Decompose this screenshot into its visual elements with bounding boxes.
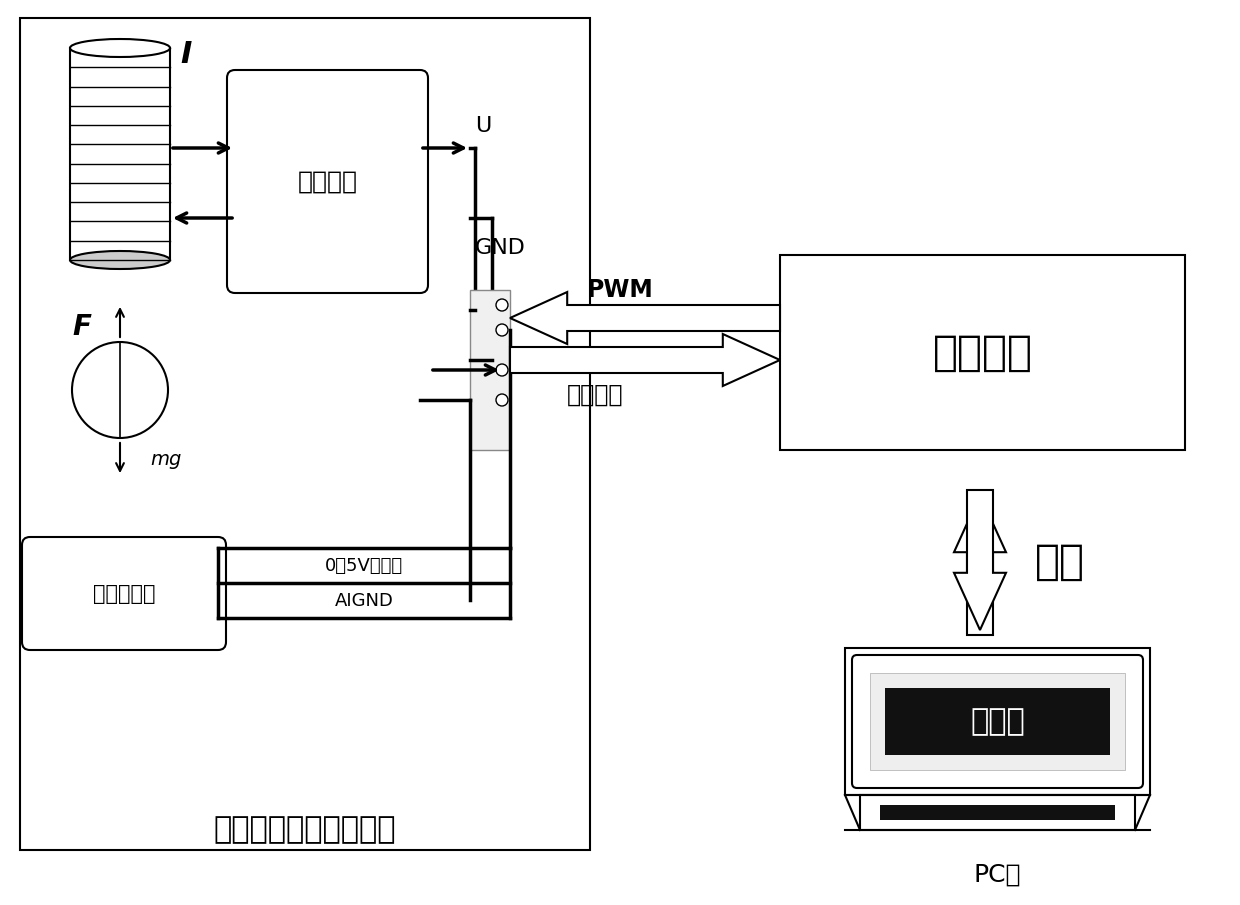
Ellipse shape	[69, 251, 170, 269]
Text: PC机: PC机	[973, 863, 1022, 887]
Text: 驱动电路: 驱动电路	[298, 169, 357, 194]
Circle shape	[496, 324, 508, 336]
Bar	[20, 18, 590, 850]
Text: U: U	[475, 116, 491, 136]
Circle shape	[496, 394, 508, 406]
Text: 上位机: 上位机	[970, 707, 1025, 736]
FancyBboxPatch shape	[852, 655, 1143, 788]
Bar	[844, 648, 1149, 795]
Text: AIGND: AIGND	[335, 592, 393, 609]
FancyBboxPatch shape	[227, 70, 428, 293]
Circle shape	[496, 299, 508, 311]
FancyBboxPatch shape	[22, 537, 226, 650]
Text: 0～5V模拟量: 0～5V模拟量	[325, 557, 403, 575]
Circle shape	[72, 342, 167, 438]
Bar	[470, 290, 510, 450]
Text: 控制芯片: 控制芯片	[932, 331, 1033, 374]
Text: F: F	[72, 313, 92, 341]
Text: 位移传感器: 位移传感器	[93, 584, 155, 604]
Text: I: I	[180, 40, 191, 69]
Ellipse shape	[69, 39, 170, 57]
Bar	[861, 795, 1135, 830]
Bar	[870, 673, 1125, 770]
Bar	[780, 255, 1185, 450]
Text: mg: mg	[150, 451, 181, 470]
FancyArrow shape	[954, 495, 1006, 635]
Circle shape	[496, 364, 508, 376]
Bar	[880, 805, 1115, 820]
Bar	[885, 688, 1110, 755]
Text: 磁悬浮硬件结构示意图: 磁悬浮硬件结构示意图	[213, 815, 397, 844]
Text: PWM: PWM	[587, 278, 653, 302]
FancyArrow shape	[510, 334, 780, 386]
FancyArrow shape	[510, 292, 780, 344]
FancyArrow shape	[954, 490, 1006, 630]
Text: GND: GND	[475, 238, 526, 258]
Text: 状态信号: 状态信号	[567, 383, 624, 407]
Bar	[69, 48, 170, 260]
Text: 通信: 通信	[1035, 541, 1085, 583]
